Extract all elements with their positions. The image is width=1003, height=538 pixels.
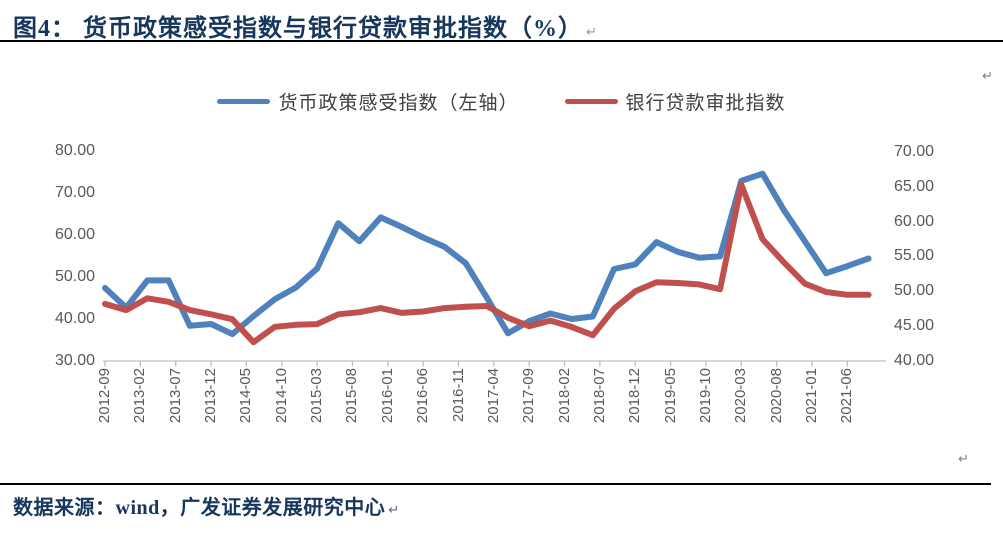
x-axis-label: 2019-05 — [661, 368, 679, 424]
x-axis-label: 2021-01 — [803, 368, 820, 424]
x-axis-label: 2018-02 — [555, 368, 573, 424]
legend-line-loan-approval-icon — [564, 99, 618, 104]
y-axis-right-label: 40.00 — [894, 352, 935, 369]
x-axis-label: 2017-09 — [520, 368, 538, 424]
x-axis-label: 2019-10 — [696, 368, 714, 424]
x-axis-label: 2017-04 — [484, 368, 502, 424]
y-axis-left-label: 40.00 — [54, 310, 95, 327]
x-axis-label: 2021-06 — [838, 368, 856, 424]
legend-line-monetary-policy-icon — [217, 99, 271, 104]
y-axis-left-label: 70.00 — [54, 184, 95, 201]
x-axis-label: 2018-07 — [590, 368, 608, 424]
y-axis-right-label: 55.00 — [894, 247, 935, 265]
x-axis-label: 2014-10 — [272, 368, 290, 424]
chart-legend: 货币政策感受指数（左轴） 银行贷款审批指数 — [0, 88, 1003, 115]
x-axis-label: 2012-09 — [96, 368, 113, 424]
line-monetary-policy-index — [102, 170, 872, 338]
x-axis-label: 2016-06 — [414, 368, 432, 424]
x-axis-label: 2018-12 — [626, 368, 644, 424]
x-axis-label: 2013-07 — [166, 368, 184, 424]
return-mark-icon: ↵ — [982, 69, 993, 84]
return-mark-icon: ↵ — [958, 452, 969, 467]
x-axis-label: 2014-05 — [237, 368, 255, 424]
bottom-rule — [0, 483, 991, 485]
figure-title-block: 图4： 货币政策感受指数与银行贷款审批指数（%） ↵ — [13, 8, 597, 43]
legend-label-monetary-policy: 货币政策感受指数（左轴） — [278, 93, 519, 114]
x-axis-label: 2016-11 — [449, 368, 467, 422]
x-axis-label: 2016-01 — [378, 368, 396, 424]
title-return-mark-icon: ↵ — [586, 25, 597, 40]
y-axis-right-label: 50.00 — [894, 282, 935, 300]
y-axis-right-label: 60.00 — [894, 212, 935, 230]
line-loan-approval-index — [102, 181, 872, 346]
legend-item-monetary-policy: 货币政策感受指数（左轴） — [217, 88, 518, 115]
y-axis-right-label: 45.00 — [894, 317, 935, 335]
y-axis-left-label: 30.00 — [54, 352, 95, 369]
x-axis-label: 2015-08 — [343, 368, 361, 424]
y-axis-left-label: 50.00 — [54, 268, 95, 285]
x-axis-label: 2020-08 — [767, 368, 785, 424]
data-source-block: 数据来源：wind，广发证券发展研究中心 ↵ — [13, 491, 399, 520]
figure-title: 图4： 货币政策感受指数与银行贷款审批指数（%） — [13, 16, 583, 42]
x-axis-label: 2013-12 — [202, 368, 220, 424]
legend-label-loan-approval: 银行贷款审批指数 — [625, 93, 786, 114]
legend-item-loan-approval: 银行贷款审批指数 — [564, 88, 786, 115]
y-axis-right-label: 65.00 — [894, 177, 935, 195]
y-axis-left-label: 80.00 — [54, 142, 95, 159]
x-axis-label: 2015-03 — [308, 368, 326, 424]
top-rule — [0, 40, 1003, 42]
x-axis-label: 2020-03 — [732, 368, 750, 424]
y-axis-right-label: 70.00 — [894, 142, 935, 160]
source-return-mark-icon: ↵ — [388, 503, 400, 518]
data-source-text: 数据来源：wind，广发证券发展研究中心 — [13, 497, 386, 519]
x-axis-label: 2013-02 — [131, 368, 149, 424]
y-axis-left-label: 60.00 — [54, 226, 95, 243]
